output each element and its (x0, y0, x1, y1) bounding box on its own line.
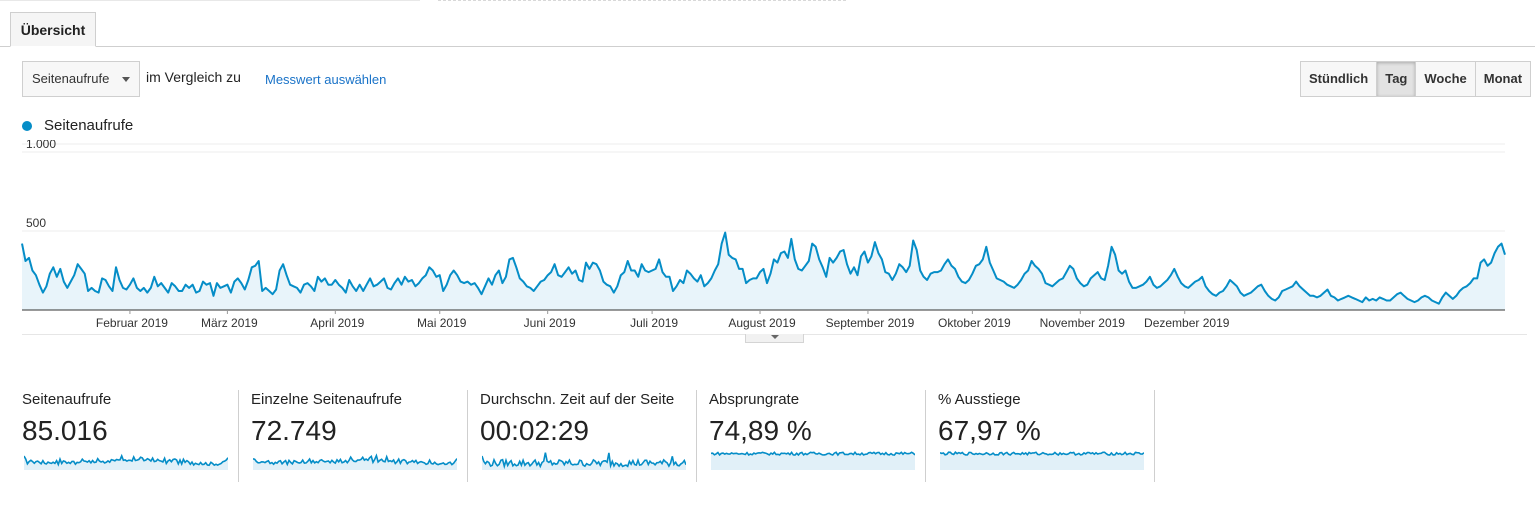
select-metric-link[interactable]: Messwert auswählen (265, 72, 387, 87)
metric-sparkline (940, 451, 1144, 470)
y-tick-label: 1.000 (26, 140, 56, 151)
sparkline-line (24, 453, 228, 467)
sparkline-area (711, 452, 915, 470)
metric-label: Absprungrate (709, 391, 800, 408)
metric-sparkline (711, 450, 915, 470)
metric-card-exit-rate[interactable]: % Ausstiege 67,97 % (925, 388, 1155, 482)
x-tick-label: Oktober 2019 (938, 316, 1011, 330)
x-tick-label: April 2019 (310, 316, 364, 330)
granularity-hourly-button[interactable]: Stündlich (1301, 62, 1378, 96)
sparkline-line (482, 452, 686, 470)
x-tick-label: Dezember 2019 (1144, 316, 1230, 330)
metric-card-avg-time-on-page[interactable]: Durchschn. Zeit auf der Seite 00:02:29 (467, 388, 697, 482)
pageviews-chart[interactable]: 1.000 500 Februar 2019 März 2019 April 2019… (0, 140, 1535, 330)
legend-label: Seitenaufrufe (44, 117, 134, 134)
collapse-chart-button[interactable] (745, 334, 804, 343)
metric-card-pageviews[interactable]: Seitenaufrufe 85.016 (9, 388, 239, 482)
x-tick-label: September 2019 (826, 316, 915, 330)
metric-separator (925, 390, 926, 482)
metric-card-unique-pageviews[interactable]: Einzelne Seitenaufrufe 72.749 (238, 388, 468, 482)
chart-series-line (21, 231, 1506, 305)
sparkline-line (940, 451, 1144, 457)
metric-value: 00:02:29 (480, 415, 589, 446)
metric-separator (467, 390, 468, 482)
metric-select[interactable]: Seitenaufrufe (22, 61, 140, 97)
sparkline-line (711, 450, 915, 457)
top-divider-solid (0, 0, 420, 1)
x-tick-label: Juni 2019 (524, 316, 576, 330)
chevron-down-icon (122, 77, 130, 82)
metric-value: 85.016 (22, 415, 108, 446)
metric-label: % Ausstiege (938, 391, 1021, 408)
x-tick-label: Februar 2019 (96, 316, 168, 330)
x-tick-label: Juli 2019 (630, 316, 678, 330)
metric-sparkline (482, 452, 686, 470)
metric-select-value: Seitenaufrufe (32, 71, 110, 86)
metric-card-bounce-rate[interactable]: Absprungrate 74,89 % (696, 388, 926, 482)
metric-value: 67,97 % (938, 415, 1041, 446)
granularity-day-button[interactable]: Tag (1377, 62, 1417, 96)
metric-separator (238, 390, 239, 482)
sparkline-area (482, 452, 686, 470)
metric-separator (696, 390, 697, 482)
metric-sparkline (253, 453, 457, 470)
tab-overview[interactable]: Übersicht (10, 12, 96, 47)
x-tick-label: August 2019 (728, 316, 796, 330)
x-tick-label: März 2019 (201, 316, 258, 330)
granularity-switch: Stündlich Tag Woche Monat (1300, 61, 1532, 97)
metric-sparkline (24, 453, 228, 470)
metric-label: Durchschn. Zeit auf der Seite (480, 391, 675, 408)
top-divider-dashed (438, 0, 846, 1)
x-tick-label: Mai 2019 (417, 316, 467, 330)
sparkline-area (253, 455, 457, 470)
metric-separator (1154, 390, 1155, 482)
x-tick-label: November 2019 (1040, 316, 1126, 330)
metric-value: 74,89 % (709, 415, 812, 446)
granularity-week-button[interactable]: Woche (1416, 62, 1476, 96)
sparkline-area (940, 452, 1144, 470)
metric-value: 72.749 (251, 415, 337, 446)
sparkline-area (24, 455, 228, 470)
metric-label: Seitenaufrufe (22, 391, 112, 408)
metric-label: Einzelne Seitenaufrufe (251, 391, 402, 408)
granularity-month-button[interactable]: Monat (1483, 71, 1523, 86)
sparkline-line (253, 453, 457, 467)
y-tick-label: 500 (26, 216, 46, 230)
chevron-down-icon (771, 335, 779, 339)
compare-label: im Vergleich zu (146, 69, 241, 85)
legend-dot-icon (22, 121, 32, 131)
tab-bar-border (0, 46, 1535, 47)
